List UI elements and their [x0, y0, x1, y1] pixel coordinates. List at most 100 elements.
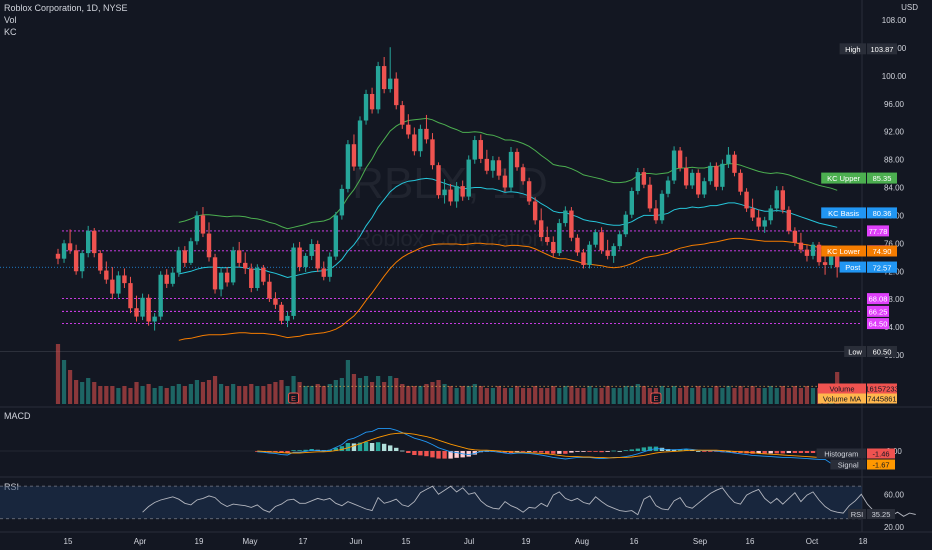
candle-body [140, 297, 145, 317]
candle-body [176, 250, 181, 273]
candle [110, 267, 115, 300]
volume-bar [61, 360, 67, 404]
volume-bar [611, 388, 616, 404]
volume-indicator-label[interactable]: Vol [4, 15, 17, 25]
candle-body [472, 140, 477, 160]
volume-readout-value-bg [867, 393, 897, 404]
candle [140, 293, 145, 321]
price-label-value-bg [867, 43, 897, 55]
candle-body [412, 134, 417, 152]
level-label-bg [867, 293, 889, 305]
watermark-name: Roblox Corporation [355, 226, 545, 251]
volume-bar [792, 386, 797, 404]
volume-bar [635, 384, 640, 404]
macd-readout-value-bg [867, 459, 895, 470]
candle [315, 240, 320, 272]
candle-body [394, 78, 399, 106]
candle-body [732, 154, 737, 173]
macd-histogram-bar [448, 451, 453, 459]
rsi-readout-name: RSI [851, 510, 864, 519]
candle [520, 163, 526, 185]
volume-readout-value: 7445861 [867, 395, 896, 404]
price-tick-label: 100.00 [882, 72, 907, 81]
volume-bar [400, 384, 405, 404]
volume-bar [702, 388, 707, 404]
volume-bar [152, 388, 157, 404]
macd-histogram-bar [629, 449, 634, 451]
volume-bar [617, 388, 622, 404]
candle [388, 47, 393, 93]
macd-histogram-bar [611, 450, 616, 452]
candle [67, 229, 73, 254]
candle-body [418, 128, 423, 152]
volume-bar [690, 388, 695, 404]
keltner-indicator-label[interactable]: KC [4, 27, 17, 37]
candle [623, 211, 628, 238]
candle-body [61, 243, 67, 259]
macd-histogram-bar [357, 442, 363, 451]
volume-bar [738, 386, 743, 404]
price-label-value-bg [867, 245, 897, 257]
candle [92, 227, 97, 258]
candle-body [514, 151, 520, 168]
volume-bar [67, 370, 73, 404]
candle [454, 181, 459, 208]
macd-pane-title[interactable]: MACD [4, 411, 31, 421]
candle [569, 207, 574, 242]
volume-bar [708, 388, 713, 404]
candle-body [653, 208, 659, 221]
x-tick-label: Apr [134, 537, 147, 546]
candle-body [424, 128, 429, 140]
volume-bar [762, 388, 767, 404]
candle-body [647, 184, 653, 209]
candle-body [128, 283, 133, 309]
volume-readout-name: Volume [829, 385, 854, 394]
earnings-marker-box [650, 392, 662, 404]
x-tick-label: 15 [64, 537, 73, 546]
candle [146, 294, 151, 326]
candle [508, 147, 514, 191]
volume-bar [333, 380, 338, 404]
candle [629, 187, 634, 219]
rsi-pane-title[interactable]: RSI [4, 482, 20, 492]
volume-bar [569, 386, 574, 404]
volume-bar [309, 386, 314, 404]
macd-histogram-bar [677, 449, 683, 451]
candle-body [104, 270, 109, 280]
volume-bar [86, 378, 91, 404]
candle-body [611, 246, 616, 256]
volume-bar [756, 388, 761, 404]
volume-bar [406, 386, 411, 404]
candle [128, 276, 133, 314]
x-tick-label: 17 [299, 537, 308, 546]
volume-bar [490, 388, 495, 404]
macd-readout-name-bg [816, 448, 866, 459]
candle-body [822, 262, 828, 265]
candle-body [792, 230, 798, 243]
macd-histogram-bar [581, 451, 586, 452]
macd-histogram-bar [756, 451, 761, 454]
volume-bar [351, 374, 357, 404]
price-label-value: 72.57 [873, 263, 892, 272]
volume-bar [623, 386, 628, 404]
currency-label: USD [901, 3, 918, 12]
volume-bar [388, 376, 393, 404]
candle [400, 100, 405, 129]
price-tick-label: 108.00 [882, 16, 907, 25]
level-label-text: 77.78 [869, 227, 888, 236]
macd-histogram-bar [696, 451, 701, 452]
volume-bar [430, 382, 435, 404]
volume-bar [647, 388, 653, 404]
macd-histogram-bar [430, 451, 435, 458]
candle-body [532, 201, 538, 221]
volume-bar [726, 386, 731, 404]
candle [683, 156, 689, 189]
candle-body [436, 165, 441, 196]
candle-body [224, 272, 230, 283]
candle [170, 267, 175, 287]
macd-histogram-bar [641, 447, 647, 451]
candle [810, 241, 816, 260]
candle [756, 209, 761, 231]
price-label: 74.90 KC Lower [821, 245, 897, 257]
